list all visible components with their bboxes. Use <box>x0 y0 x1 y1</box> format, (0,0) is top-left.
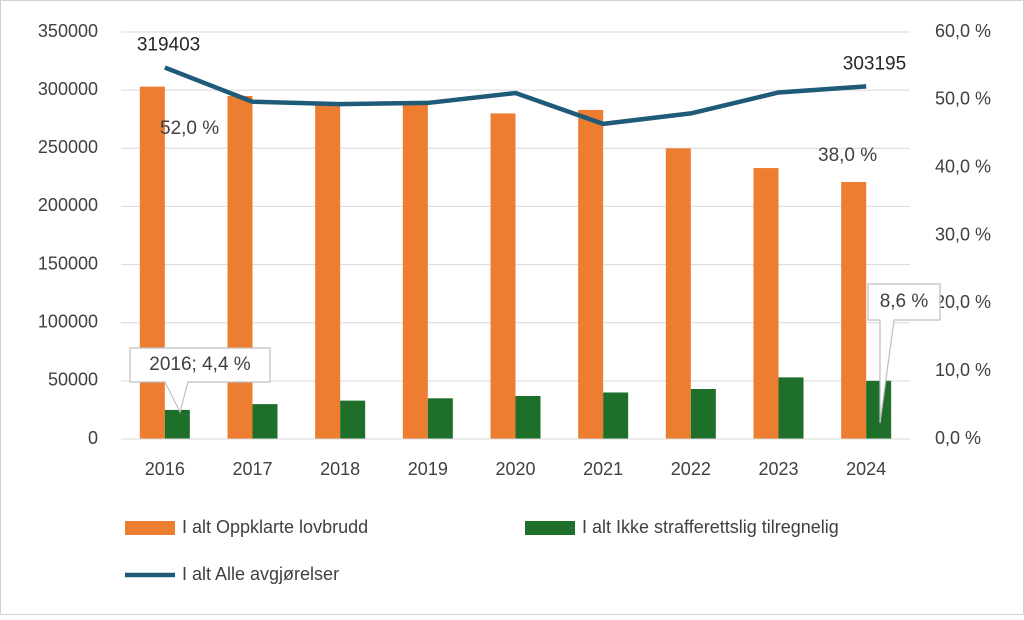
annotation: 8,6 % <box>880 291 929 312</box>
y-tick-label: 250000 <box>38 137 98 157</box>
y-tick-label: 350000 <box>38 21 98 41</box>
bar <box>603 392 629 439</box>
legend-label: I alt Alle avgjørelser <box>182 564 339 584</box>
y2-tick-label: 30,0 % <box>935 224 991 244</box>
data-label: 303195 <box>843 53 906 74</box>
x-tick-label: 2020 <box>495 459 535 479</box>
bar <box>315 104 341 440</box>
bar <box>665 148 691 440</box>
y-tick-label: 0 <box>88 428 98 448</box>
y2-tick-label: 10,0 % <box>935 360 991 380</box>
legend-label: I alt Ikke strafferettslig tilregnelig <box>582 517 839 537</box>
x-tick-label: 2017 <box>232 459 272 479</box>
line <box>164 65 867 127</box>
y2-tick-label: 40,0 % <box>935 156 991 176</box>
bar <box>841 182 867 439</box>
legend-label: I alt Oppklarte lovbrudd <box>182 517 368 537</box>
callout <box>867 283 941 424</box>
x-tick-label: 2021 <box>583 459 623 479</box>
y2-tick-label: 60,0 % <box>935 21 991 41</box>
x-tick-label: 2019 <box>408 459 448 479</box>
y-tick-label: 50000 <box>48 370 98 390</box>
bar <box>252 404 278 439</box>
bar <box>578 109 604 439</box>
annotation: 52,0 % <box>160 118 219 139</box>
bar <box>690 388 716 439</box>
bar <box>515 395 541 439</box>
x-tick-label: 2016 <box>145 459 185 479</box>
legend-swatch <box>525 521 575 535</box>
annotation: 38,0 % <box>818 145 877 166</box>
y-tick-label: 200000 <box>38 195 98 215</box>
legend-swatch <box>125 521 175 535</box>
bar <box>139 86 165 439</box>
y-tick-label: 300000 <box>38 79 98 99</box>
bar <box>490 113 516 440</box>
y-tick-label: 100000 <box>38 311 98 331</box>
data-label: 319403 <box>137 35 200 56</box>
x-tick-label: 2018 <box>320 459 360 479</box>
y2-tick-label: 50,0 % <box>935 89 991 109</box>
y-tick-label: 150000 <box>38 253 98 273</box>
bar <box>753 168 779 439</box>
x-tick-label: 2023 <box>758 459 798 479</box>
bar <box>227 95 253 439</box>
x-tick-label: 2024 <box>846 459 886 479</box>
annotation: 2016; 4,4 % <box>149 354 251 375</box>
x-tick-label: 2022 <box>671 459 711 479</box>
bar <box>402 102 428 439</box>
bar <box>866 380 892 439</box>
bar <box>427 398 453 439</box>
bar <box>340 400 366 439</box>
bar <box>778 377 804 439</box>
bar <box>164 409 190 439</box>
y2-tick-label: 20,0 % <box>935 292 991 312</box>
y2-tick-label: 0,0 % <box>935 428 981 448</box>
callout <box>129 347 271 414</box>
